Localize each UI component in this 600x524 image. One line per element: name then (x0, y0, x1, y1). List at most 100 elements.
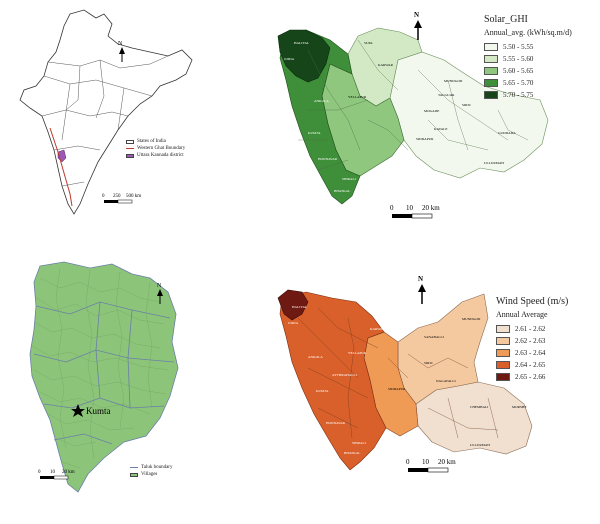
scale-bar (392, 213, 433, 219)
place-label: ULLURMATI (484, 161, 505, 165)
legend-item-western-ghat: Western Ghat Boundary (126, 145, 185, 152)
place-label: TALGUAR (438, 93, 455, 97)
place-label: HALIYAL (294, 41, 309, 45)
legend-swatch (484, 55, 498, 63)
region-class-5 (277, 29, 331, 83)
legend-item: 5.60 - 5.65 (484, 65, 596, 77)
scale-label-0: 0 (102, 194, 105, 199)
place-label: ANKOLA (314, 99, 329, 103)
legend-label: 2.62 - 2.63 (515, 337, 546, 345)
scale-label-1: 10 (422, 458, 430, 466)
legend-label: Uttara Kannada district (137, 153, 184, 158)
india-map: N 0 250 500 km (19, 9, 193, 215)
legend-label: 5.50 - 5.55 (503, 43, 534, 51)
legend-item-district: Uttara Kannada district (126, 152, 185, 159)
place-label: KAVALE (434, 127, 447, 131)
legend-swatch (496, 361, 510, 369)
india-outline (19, 9, 193, 215)
north-arrow-icon (157, 289, 163, 304)
legend-label: States of India (137, 139, 166, 144)
place-label: SHIRALI (352, 441, 367, 445)
wind-speed-map: HALIYAL JOIDA KARWAR ANKOLA YELLAPUR MUN… (277, 275, 533, 473)
scale-bar (104, 199, 133, 204)
place-label: BHATKAL (344, 451, 360, 455)
legend-label: 2.64 - 2.65 (515, 361, 546, 369)
place-label: MUNDGOD (444, 79, 463, 83)
scale-bar (408, 467, 449, 473)
north-arrow-icon (418, 284, 426, 304)
place-label: GUDDADA (498, 131, 516, 135)
solar-ghi-map: HALIYAL JOIDA SUPA KARWAR ANKOLA YELLAPU… (277, 11, 549, 219)
scale-label-0: 0 (390, 204, 394, 212)
place-label: ULLURMATI (470, 443, 491, 447)
place-label: MUNDGOD (462, 317, 481, 321)
legend-swatch (496, 325, 510, 333)
place-label: CHEMBALI (470, 405, 489, 409)
place-label: HONNAVAR (326, 421, 346, 425)
kumta-label: Kumta (86, 406, 111, 416)
place-label: KUMTA (308, 131, 321, 135)
place-label: HONNAVAR (318, 157, 338, 161)
place-label: JOIDA (284, 57, 295, 61)
legend-line (126, 148, 134, 149)
legend-item: 5.55 - 5.60 (484, 53, 596, 65)
place-label: KUMTA (316, 389, 329, 393)
region-class-4 (279, 291, 387, 471)
place-label: ANKOLA (308, 355, 323, 359)
scale-label-2: 20 km (62, 470, 75, 475)
solar-ghi-map-panel: HALIYAL JOIDA SUPA KARWAR ANKOLA YELLAPU… (248, 0, 600, 230)
place-label: SIDDAPUR (388, 387, 406, 391)
place-label: MOGADE (424, 109, 439, 113)
legend-item-taluk: Taluk boundary (130, 464, 172, 471)
place-label: SANABALLI (424, 335, 445, 339)
legend-swatch (484, 79, 498, 87)
kumta-star-icon (71, 404, 85, 417)
legend-item-states: States of India (126, 138, 185, 145)
western-ghat-boundary (49, 127, 73, 207)
legend-item: 2.63 - 2.64 (496, 347, 596, 359)
place-label: BHATKAL (334, 189, 350, 193)
place-label: AYTHRAHALLI (332, 373, 358, 377)
district-villages (29, 261, 179, 493)
legend-swatch (496, 349, 510, 357)
place-label: SHIRALI (342, 177, 357, 181)
legend-label: Taluk boundary (141, 465, 173, 470)
north-label: N (157, 283, 162, 289)
legend-swatch (130, 472, 138, 477)
legend-label: 2.61 - 2.62 (515, 325, 546, 333)
india-map-legend: States of India Western Ghat Boundary Ut… (126, 138, 185, 159)
wind-legend: Wind Speed (m/s) Annual Average 2.61 - 2… (496, 296, 596, 383)
legend-swatch (496, 373, 510, 381)
north-arrow-icon (119, 47, 125, 62)
legend-label: Villages (141, 472, 158, 477)
state-boundaries (41, 55, 169, 187)
legend-label: 5.70 - 5.75 (503, 91, 534, 99)
place-label: YELLAPUR (348, 95, 367, 99)
legend-label: 5.55 - 5.60 (503, 55, 534, 63)
village-boundaries (298, 39, 529, 171)
legend-item: 2.62 - 2.63 (496, 335, 596, 347)
scale-label-1: 10 (50, 470, 56, 475)
village-boundaries (297, 307, 499, 439)
wind-speed-map-panel: HALIYAL JOIDA KARWAR ANKOLA YELLAPUR MUN… (248, 258, 600, 519)
legend-title: Solar_GHI (484, 14, 528, 25)
legend-item: 5.70 - 5.75 (484, 89, 596, 101)
north-arrow-icon (414, 20, 422, 40)
village-map-panel: Kumta N 0 10 20 km Taluk boundary Villag… (0, 258, 200, 519)
place-label: KARWAR (370, 327, 386, 331)
solar-legend: Solar_GHI Annual_avg. (kWh/sq.m/d) 5.50 … (484, 14, 596, 101)
legend-item: 2.65 - 2.66 (496, 371, 596, 383)
legend-item: 5.50 - 5.55 (484, 41, 596, 53)
village-boundaries (31, 267, 169, 469)
village-map-legend: Taluk boundary Villages (130, 464, 172, 478)
place-label: JOIDA (288, 321, 299, 325)
legend-item: 2.64 - 2.65 (496, 359, 596, 371)
scale-label-1: 10 (406, 204, 414, 212)
legend-label: 2.63 - 2.64 (515, 349, 546, 357)
place-label: YELLAPUR (348, 351, 367, 355)
legend-subtitle: Annual_avg. (kWh/sq.m/d) (484, 28, 572, 37)
scale-label-2: 20 km (422, 204, 440, 212)
legend-line (130, 467, 138, 468)
legend-label: Western Ghat Boundary (137, 146, 186, 151)
legend-swatch (126, 139, 134, 144)
